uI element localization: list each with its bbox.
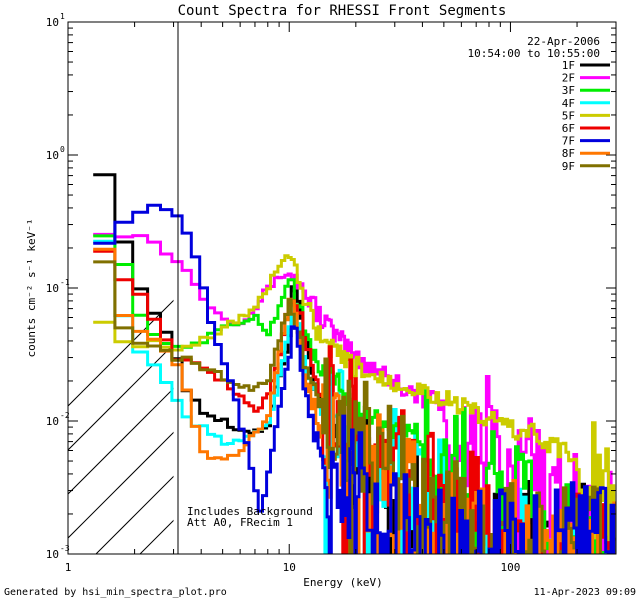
series-layer bbox=[93, 173, 616, 554]
legend-label-6F: 6F bbox=[562, 122, 575, 135]
time-range-label: 10:54:00 to 10:55:00 bbox=[468, 47, 600, 60]
x-axis-label: Energy (keV) bbox=[303, 576, 382, 589]
y-tick-label: 10 bbox=[46, 149, 59, 162]
legend-label-8F: 8F bbox=[562, 147, 575, 160]
series-8F bbox=[93, 247, 616, 554]
y-tick-label: 10 bbox=[46, 415, 59, 428]
y-tick-exponent: -1 bbox=[60, 278, 70, 287]
legend-label-4F: 4F bbox=[562, 97, 575, 110]
legend-label-5F: 5F bbox=[562, 109, 575, 122]
footer-generated-by: Generated by hsi_min_spectra_plot.pro bbox=[4, 587, 227, 598]
y-tick-exponent: 0 bbox=[60, 145, 65, 154]
legend-label-9F: 9F bbox=[562, 160, 575, 173]
x-tick-label: 10 bbox=[283, 561, 296, 574]
y-tick-label: 10 bbox=[46, 282, 59, 295]
annotation-attenuator: Att A0, FRecim 1 bbox=[187, 516, 293, 529]
y-tick-label: 10 bbox=[46, 16, 59, 29]
y-axis-label: counts cm⁻² s⁻¹ keV⁻¹ bbox=[25, 218, 38, 357]
x-tick-label: 1 bbox=[65, 561, 72, 574]
hatch-line bbox=[624, 0, 640, 554]
series-7F bbox=[93, 203, 616, 554]
annotation-background: Includes Background bbox=[187, 505, 313, 518]
date-label: 22-Apr-2006 bbox=[527, 35, 600, 48]
legend-label-2F: 2F bbox=[562, 72, 575, 85]
x-tick-label: 100 bbox=[501, 561, 521, 574]
legend-label-1F: 1F bbox=[562, 59, 575, 72]
y-tick-exponent: 1 bbox=[60, 12, 65, 21]
y-tick-exponent: -2 bbox=[60, 411, 70, 420]
series-9F bbox=[93, 260, 616, 554]
footer-timestamp: 11-Apr-2023 09:09 bbox=[534, 587, 636, 598]
chart-title: Count Spectra for RHESSI Front Segments bbox=[178, 3, 507, 19]
y-tick-label: 10 bbox=[46, 548, 59, 561]
legend-label-7F: 7F bbox=[562, 135, 575, 148]
y-tick-exponent: -3 bbox=[60, 544, 70, 553]
series-5F bbox=[93, 254, 616, 554]
legend-label-3F: 3F bbox=[562, 84, 575, 97]
